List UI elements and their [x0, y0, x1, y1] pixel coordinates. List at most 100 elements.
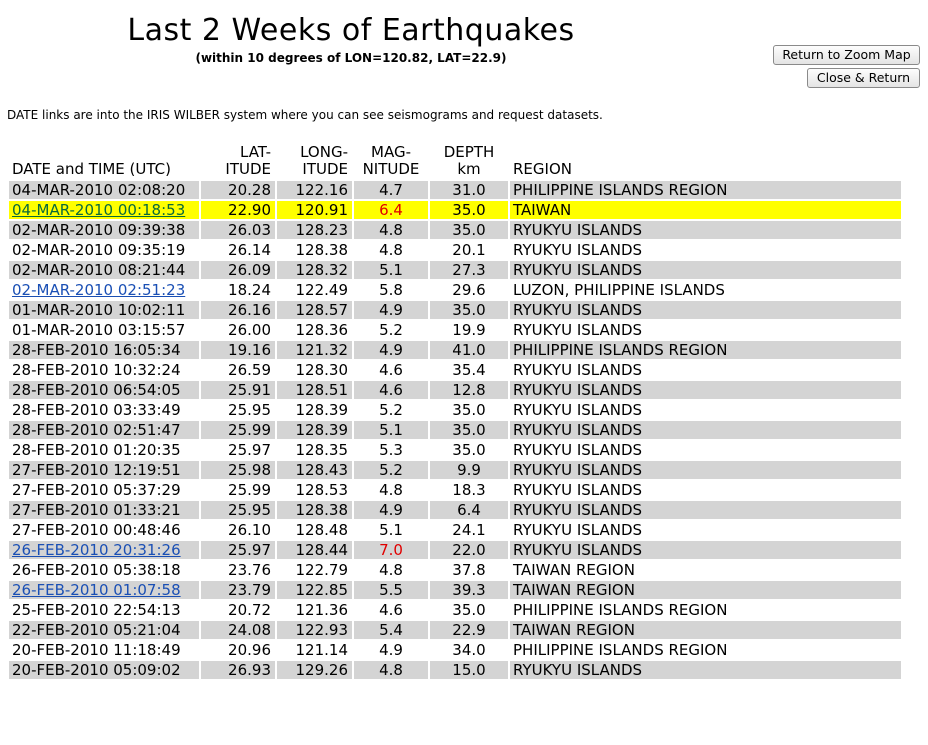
- cell-latitude: 26.09: [201, 261, 275, 279]
- table-row: 04-MAR-2010 02:08:20 20.28 122.16 4.7 31.0 PH…: [9, 181, 901, 199]
- cell-region: RYUKYU ISLANDS: [510, 541, 901, 559]
- column-header-longitude-line2: ITUDE: [302, 160, 348, 178]
- cell-region: RYUKYU ISLANDS: [510, 241, 901, 259]
- table-row: 02-MAR-2010 02:51:23 18.24 122.49 5.8 29.6 LU…: [9, 281, 901, 299]
- column-header-latitude-line1: LAT-: [240, 143, 271, 161]
- column-header-longitude-line1: LONG-: [300, 143, 348, 161]
- column-header-depth-line1: DEPTH: [443, 143, 495, 161]
- table-row: 26-FEB-2010 01:07:58 23.79 122.85 5.5 39.3 TA…: [9, 581, 901, 599]
- cell-longitude: 128.53: [277, 481, 352, 499]
- cell-latitude: 20.72: [201, 601, 275, 619]
- table-row: 02-MAR-2010 08:21:44 26.09 128.32 5.1 27.3 RY…: [9, 261, 901, 279]
- cell-date: 02-MAR-2010 02:51:23: [9, 281, 199, 299]
- cell-depth: 35.4: [430, 361, 508, 379]
- table-row: 28-FEB-2010 16:05:34 19.16 121.32 4.9 41.0 PH…: [9, 341, 901, 359]
- return-to-zoom-map-button[interactable]: Return to Zoom Map: [773, 45, 920, 65]
- cell-magnitude: 4.8: [354, 561, 428, 579]
- cell-region: RYUKYU ISLANDS: [510, 361, 901, 379]
- cell-date: 27-FEB-2010 12:19:51: [9, 461, 199, 479]
- table-row: 01-MAR-2010 03:15:57 26.00 128.36 5.2 19.9 RY…: [9, 321, 901, 339]
- cell-depth: 31.0: [430, 181, 508, 199]
- cell-latitude: 26.00: [201, 321, 275, 339]
- cell-latitude: 25.95: [201, 501, 275, 519]
- table-row: 01-MAR-2010 10:02:11 26.16 128.57 4.9 35.0 RY…: [9, 301, 901, 319]
- cell-longitude: 121.14: [277, 641, 352, 659]
- close-and-return-button[interactable]: Close & Return: [807, 68, 920, 88]
- cell-latitude: 19.16: [201, 341, 275, 359]
- table-row: 28-FEB-2010 10:32:24 26.59 128.30 4.6 35.4 RY…: [9, 361, 901, 379]
- table-header-row: DATE and TIME (UTC) LAT- ITUDE LONG- ITU…: [9, 143, 901, 179]
- cell-latitude: 20.28: [201, 181, 275, 199]
- cell-date: 22-FEB-2010 05:21:04: [9, 621, 199, 639]
- date-link[interactable]: 26-FEB-2010 20:31:26: [12, 541, 181, 559]
- date-link[interactable]: 02-MAR-2010 02:51:23: [12, 281, 186, 299]
- table-row: 28-FEB-2010 06:54:05 25.91 128.51 4.6 12.8 RY…: [9, 381, 901, 399]
- cell-latitude: 25.98: [201, 461, 275, 479]
- cell-depth: 20.1: [430, 241, 508, 259]
- cell-magnitude: 4.8: [354, 241, 428, 259]
- cell-depth: 35.0: [430, 421, 508, 439]
- cell-magnitude: 5.3: [354, 441, 428, 459]
- cell-longitude: 129.26: [277, 661, 352, 679]
- cell-magnitude: 5.2: [354, 401, 428, 419]
- column-header-magnitude: MAG- NITUDE: [354, 143, 428, 179]
- cell-region: RYUKYU ISLANDS: [510, 461, 901, 479]
- page-title: Last 2 Weeks of Earthquakes: [127, 13, 575, 48]
- cell-date: 01-MAR-2010 10:02:11: [9, 301, 199, 319]
- cell-date: 28-FEB-2010 06:54:05: [9, 381, 199, 399]
- cell-date: 26-FEB-2010 05:38:18: [9, 561, 199, 579]
- cell-latitude: 26.93: [201, 661, 275, 679]
- table-row: 02-MAR-2010 09:35:19 26.14 128.38 4.8 20.1 RY…: [9, 241, 901, 259]
- earthquake-table: DATE and TIME (UTC) LAT- ITUDE LONG- ITU…: [7, 141, 903, 681]
- cell-magnitude: 4.9: [354, 301, 428, 319]
- cell-latitude: 26.10: [201, 521, 275, 539]
- date-link[interactable]: 26-FEB-2010 01:07:58: [12, 581, 181, 599]
- cell-date: 02-MAR-2010 09:35:19: [9, 241, 199, 259]
- cell-longitude: 128.38: [277, 501, 352, 519]
- date-link[interactable]: 04-MAR-2010 00:18:53: [12, 201, 186, 219]
- cell-region: RYUKYU ISLANDS: [510, 221, 901, 239]
- cell-depth: 27.3: [430, 261, 508, 279]
- cell-magnitude: 5.4: [354, 621, 428, 639]
- cell-region: TAIWAN REGION: [510, 561, 901, 579]
- cell-longitude: 128.39: [277, 421, 352, 439]
- cell-depth: 35.0: [430, 401, 508, 419]
- cell-magnitude: 4.8: [354, 661, 428, 679]
- cell-latitude: 23.79: [201, 581, 275, 599]
- table-row: 27-FEB-2010 00:48:46 26.10 128.48 5.1 24.1 RY…: [9, 521, 901, 539]
- cell-date: 28-FEB-2010 03:33:49: [9, 401, 199, 419]
- cell-depth: 35.0: [430, 301, 508, 319]
- cell-longitude: 128.39: [277, 401, 352, 419]
- column-header-latitude-line2: ITUDE: [225, 160, 271, 178]
- earthquake-table-body: 04-MAR-2010 02:08:20 20.28 122.16 4.7 31.0 PH…: [9, 181, 901, 679]
- cell-region: RYUKYU ISLANDS: [510, 501, 901, 519]
- cell-depth: 22.9: [430, 621, 508, 639]
- table-row: 27-FEB-2010 05:37:29 25.99 128.53 4.8 18.3 RY…: [9, 481, 901, 499]
- cell-longitude: 120.91: [277, 201, 352, 219]
- cell-region: RYUKYU ISLANDS: [510, 401, 901, 419]
- cell-magnitude: 5.2: [354, 321, 428, 339]
- cell-longitude: 128.23: [277, 221, 352, 239]
- cell-longitude: 128.43: [277, 461, 352, 479]
- cell-longitude: 128.38: [277, 241, 352, 259]
- cell-date: 26-FEB-2010 20:31:26: [9, 541, 199, 559]
- cell-longitude: 122.16: [277, 181, 352, 199]
- cell-date: 28-FEB-2010 10:32:24: [9, 361, 199, 379]
- cell-date: 02-MAR-2010 08:21:44: [9, 261, 199, 279]
- table-row: 20-FEB-2010 05:09:02 26.93 129.26 4.8 15.0 RY…: [9, 661, 901, 679]
- cell-region: RYUKYU ISLANDS: [510, 521, 901, 539]
- cell-date: 25-FEB-2010 22:54:13: [9, 601, 199, 619]
- page-subtitle: (within 10 degrees of LON=120.82, LAT=22…: [195, 51, 507, 65]
- cell-depth: 35.0: [430, 201, 508, 219]
- cell-latitude: 23.76: [201, 561, 275, 579]
- cell-latitude: 20.96: [201, 641, 275, 659]
- cell-region: LUZON, PHILIPPINE ISLANDS: [510, 281, 901, 299]
- cell-depth: 6.4: [430, 501, 508, 519]
- cell-depth: 15.0: [430, 661, 508, 679]
- cell-longitude: 121.32: [277, 341, 352, 359]
- column-header-magnitude-line2: NITUDE: [362, 160, 420, 178]
- cell-region: PHILIPPINE ISLANDS REGION: [510, 601, 901, 619]
- cell-depth: 18.3: [430, 481, 508, 499]
- cell-latitude: 24.08: [201, 621, 275, 639]
- cell-longitude: 128.48: [277, 521, 352, 539]
